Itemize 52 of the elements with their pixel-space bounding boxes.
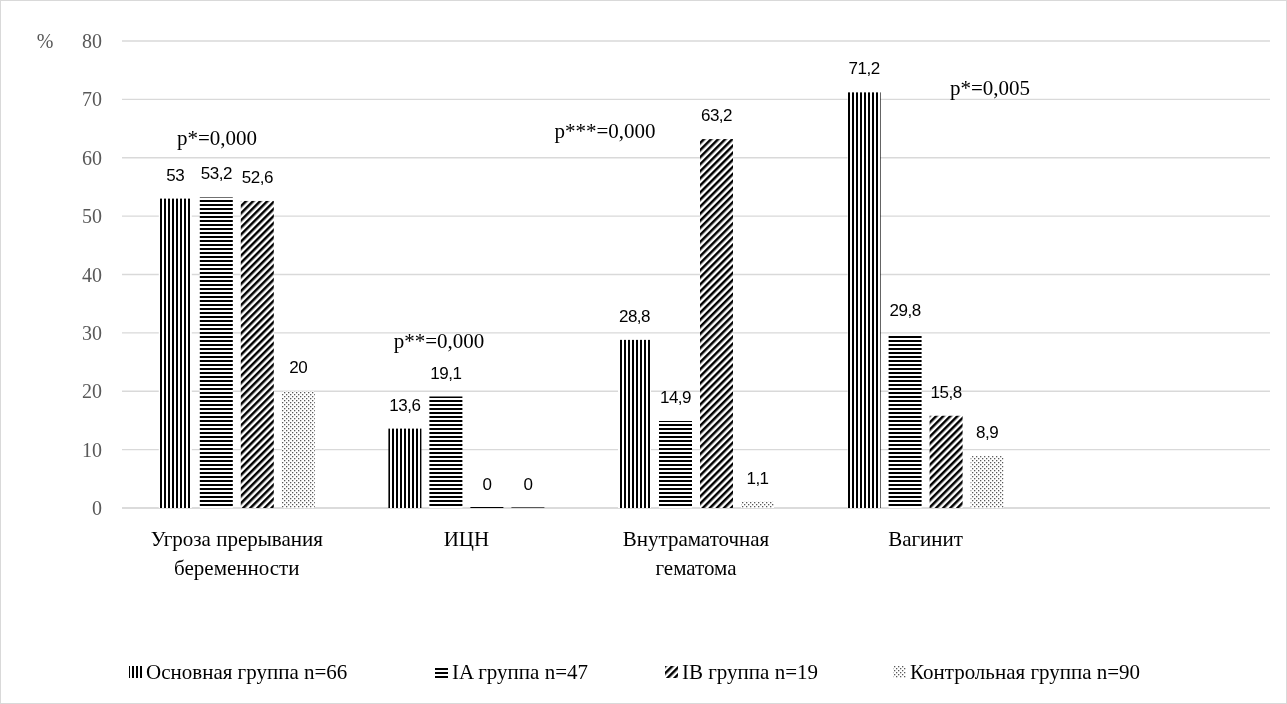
y-tick-label: 60 — [82, 146, 102, 169]
data-label: 28,8 — [618, 306, 651, 326]
x-tick-label: Угроза прерывания беременности — [150, 527, 324, 580]
y-tick-label: 30 — [82, 321, 102, 344]
annotation: p*=0,000 — [176, 126, 258, 151]
bar — [158, 198, 192, 508]
data-label: 14,9 — [659, 388, 692, 408]
y-tick-label: 20 — [82, 380, 102, 403]
data-label: 53,2 — [200, 164, 232, 184]
data-label: 29,8 — [889, 301, 921, 321]
annotation: p**=0,000 — [393, 329, 485, 354]
data-label: 8,9 — [976, 423, 999, 443]
bar — [281, 391, 315, 508]
bar — [970, 456, 1004, 508]
legend-label: Контрольная группа n=90 — [910, 660, 1141, 685]
bar — [888, 334, 922, 508]
y-tick-label: 40 — [82, 263, 102, 286]
bar — [199, 197, 233, 508]
y-axis-title: % — [36, 30, 54, 52]
data-label: 19,1 — [430, 363, 462, 383]
bar — [388, 428, 422, 508]
data-label: 1,1 — [746, 468, 769, 488]
y-tick-label: 70 — [82, 88, 102, 111]
data-label: 63,2 — [700, 106, 733, 126]
x-tick-label: Вагинит — [888, 527, 964, 551]
bar — [741, 501, 774, 508]
y-tick-label: 0 — [92, 497, 102, 519]
data-label: 13,6 — [389, 395, 421, 415]
bar — [240, 200, 274, 508]
bar — [618, 339, 651, 508]
legend-label: IB группа n=19 — [682, 660, 818, 685]
x-tick-label: ИЦН — [443, 527, 490, 551]
bar — [847, 92, 881, 508]
bar — [929, 415, 963, 508]
y-tick-label: 50 — [82, 205, 102, 228]
bar — [429, 396, 463, 508]
data-label: 15,8 — [930, 382, 962, 402]
annotation: p***=0,000 — [554, 119, 656, 144]
data-label: 71,2 — [848, 59, 880, 79]
data-label: 0 — [523, 475, 533, 494]
y-tick-label: 10 — [82, 438, 102, 461]
legend-label: IA группа n=47 — [452, 660, 588, 685]
data-label: 0 — [482, 475, 492, 494]
bar — [700, 139, 733, 508]
y-tick-label: 80 — [82, 30, 102, 52]
data-label: 53 — [166, 165, 185, 185]
bar — [659, 421, 692, 508]
data-label: 52,6 — [241, 167, 273, 187]
annotation: p*=0,005 — [949, 76, 1031, 101]
data-label: 20 — [289, 358, 308, 378]
x-tick-label: Внутраматочная гематома — [622, 527, 770, 580]
legend-label: Основная группа n=66 — [146, 660, 348, 685]
